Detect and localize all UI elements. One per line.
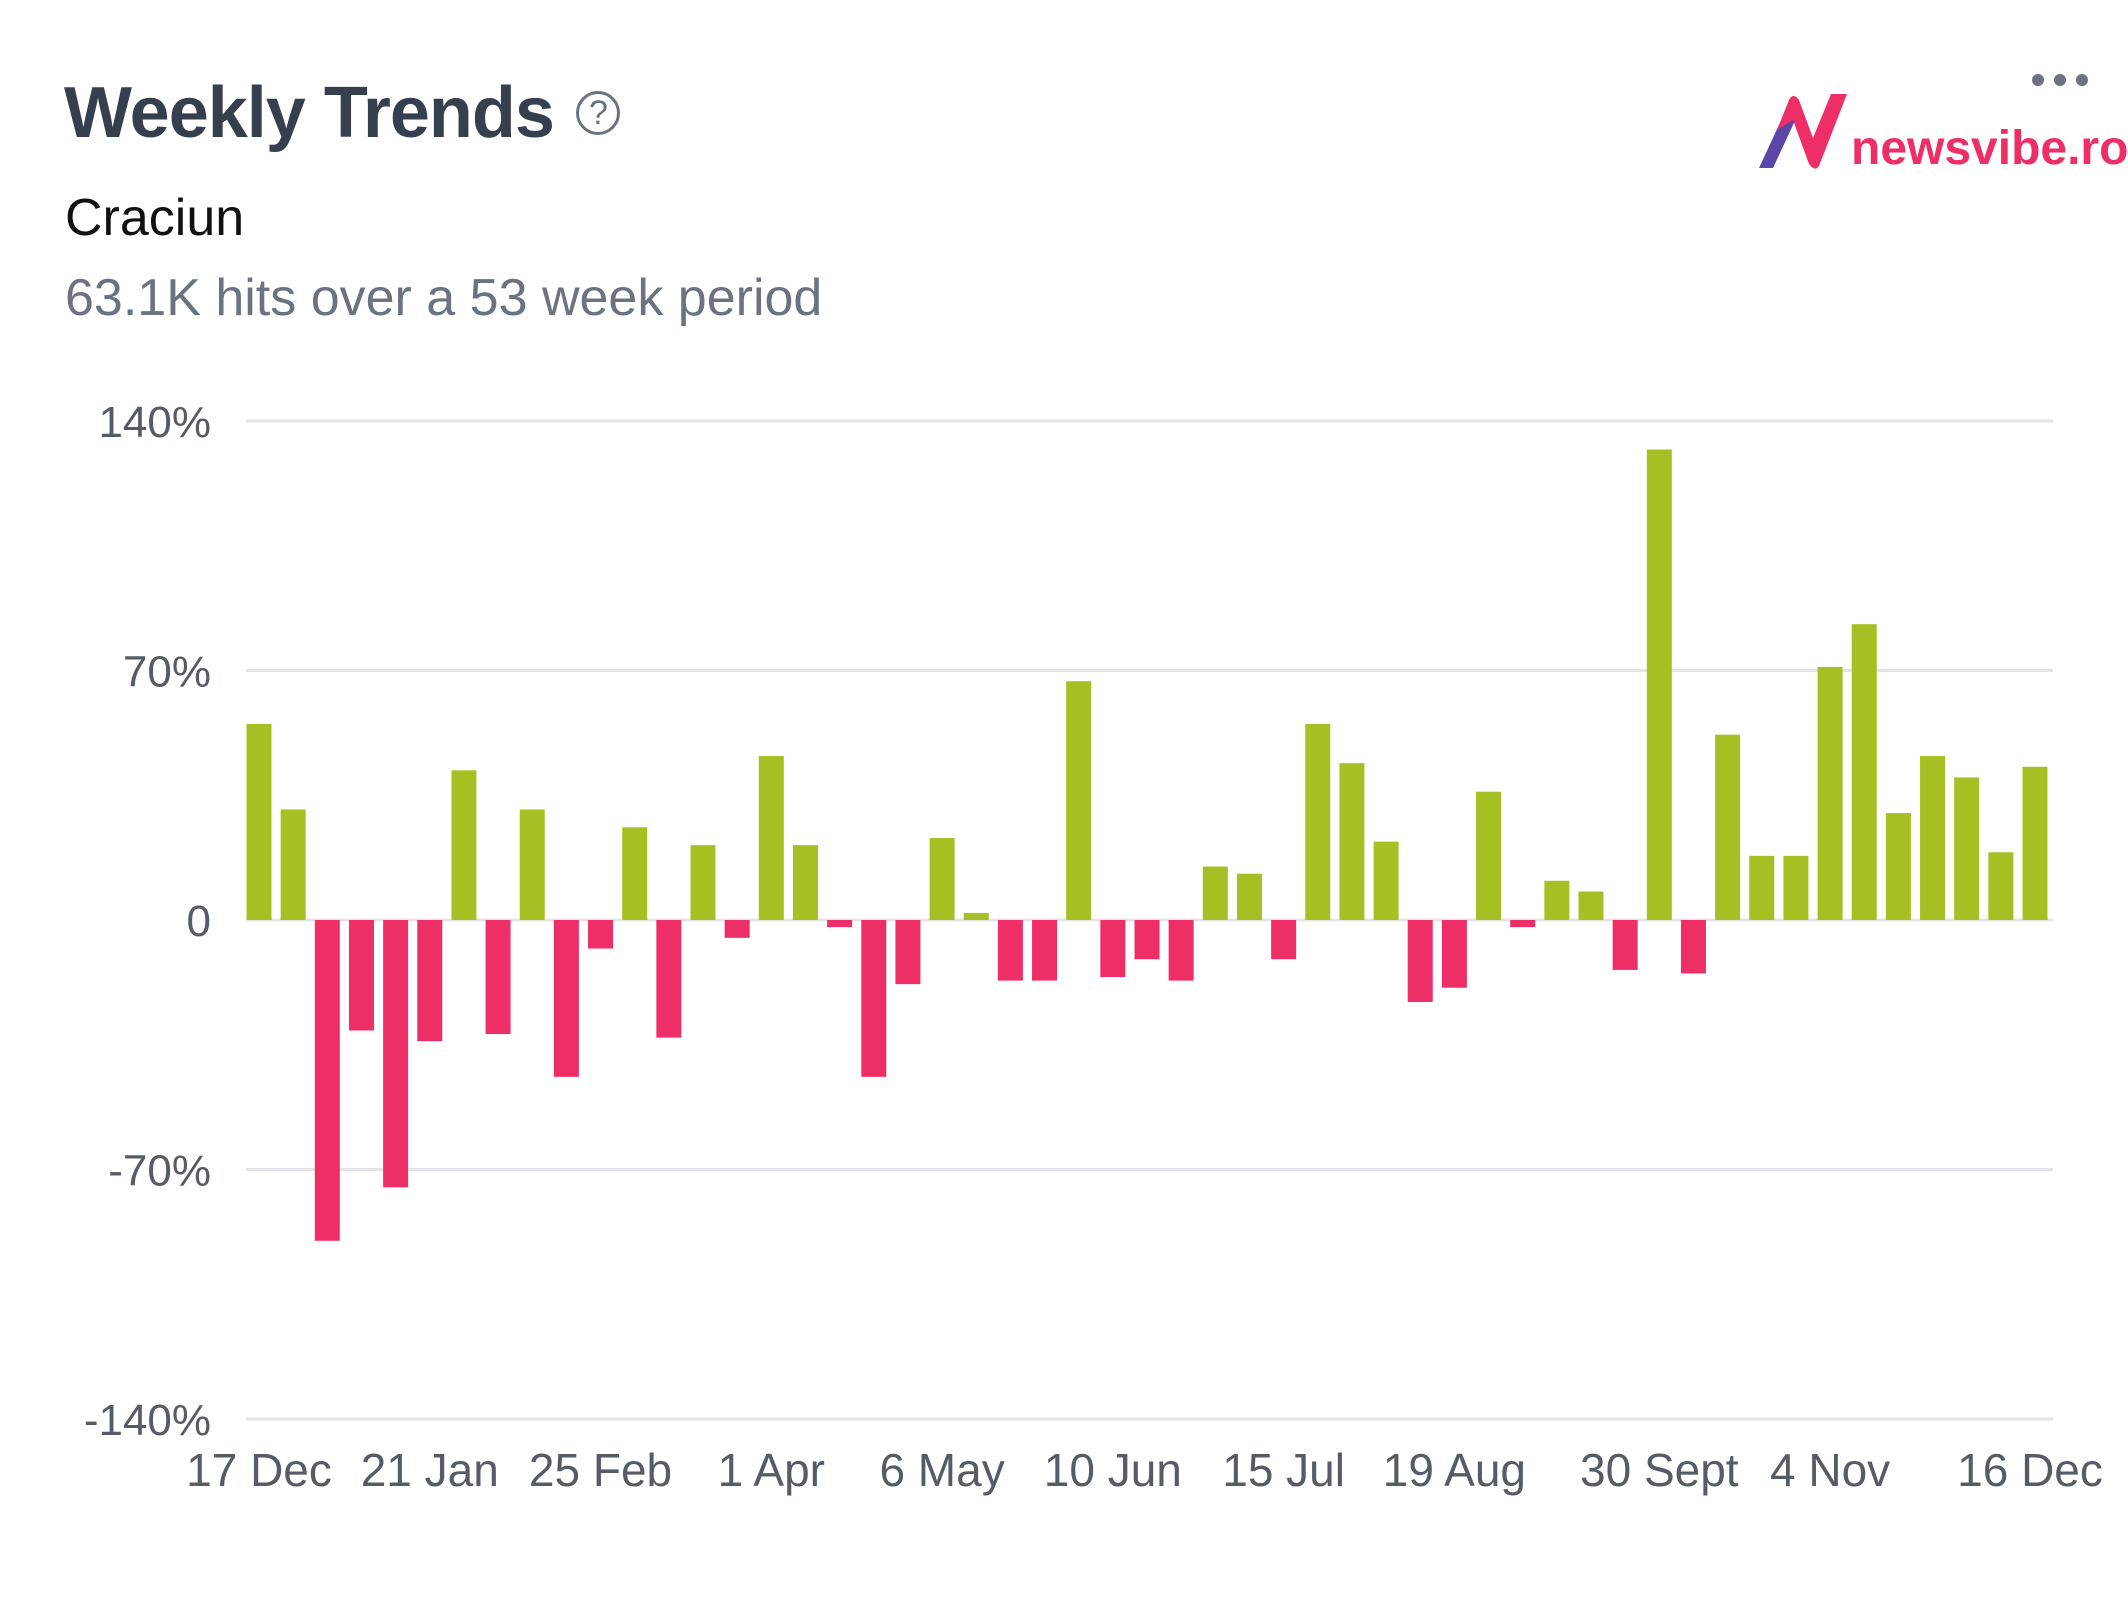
bar[interactable] bbox=[1476, 791, 1502, 920]
bar[interactable] bbox=[1100, 920, 1126, 978]
bar[interactable] bbox=[690, 845, 716, 920]
x-tick-label: 6 May bbox=[879, 1444, 1004, 1496]
bar[interactable] bbox=[1407, 920, 1433, 1002]
bar[interactable] bbox=[861, 920, 887, 1077]
title-text: Weekly Trends bbox=[64, 73, 555, 153]
bar[interactable] bbox=[1885, 813, 1911, 920]
bar[interactable] bbox=[280, 809, 306, 920]
bar[interactable] bbox=[1783, 855, 1809, 920]
x-tick-label: 1 Apr bbox=[718, 1444, 825, 1496]
x-tick-label: 17 Dec bbox=[186, 1444, 332, 1496]
bar[interactable] bbox=[1441, 920, 1467, 988]
bar[interactable] bbox=[553, 920, 579, 1077]
bar[interactable] bbox=[1954, 777, 1980, 920]
bar[interactable] bbox=[1236, 873, 1262, 920]
bar[interactable] bbox=[348, 920, 374, 1031]
bar[interactable] bbox=[1373, 841, 1399, 920]
bar[interactable] bbox=[622, 827, 648, 920]
logo-n-icon bbox=[1759, 94, 1847, 169]
y-tick-label: 0 bbox=[187, 897, 211, 946]
x-tick-label: 25 Feb bbox=[529, 1444, 672, 1496]
logo-text: newsvibe.ro bbox=[1851, 122, 2128, 175]
bar[interactable] bbox=[588, 920, 614, 949]
hits-summary: 63.1K hits over a 53 week period bbox=[65, 269, 823, 327]
bar[interactable] bbox=[997, 920, 1023, 981]
bar[interactable] bbox=[1339, 763, 1365, 920]
bar[interactable] bbox=[1305, 723, 1331, 920]
x-tick-label: 16 Dec bbox=[1957, 1444, 2103, 1496]
bar[interactable] bbox=[314, 920, 340, 1241]
bar[interactable] bbox=[1066, 681, 1092, 920]
bar[interactable] bbox=[827, 920, 853, 928]
bar[interactable] bbox=[1612, 920, 1638, 970]
bar[interactable] bbox=[1134, 920, 1160, 960]
x-tick-label: 10 Jun bbox=[1044, 1444, 1182, 1496]
bar[interactable] bbox=[1749, 855, 1775, 920]
newsvibe-logo: newsvibe.ro bbox=[1755, 90, 2128, 175]
bar[interactable] bbox=[417, 920, 443, 1042]
bar[interactable] bbox=[485, 920, 511, 1035]
more-horizontal-icon[interactable] bbox=[2026, 66, 2094, 94]
bar[interactable] bbox=[519, 809, 545, 920]
x-tick-label: 30 Sept bbox=[1580, 1444, 1739, 1496]
bar[interactable] bbox=[792, 845, 818, 920]
y-tick-label: 140% bbox=[98, 398, 211, 447]
bar[interactable] bbox=[656, 920, 682, 1038]
question-circle-icon[interactable]: ? bbox=[575, 91, 620, 135]
y-tick-label: 70% bbox=[123, 648, 211, 697]
y-tick-label: -140% bbox=[84, 1396, 211, 1445]
bar[interactable] bbox=[1988, 852, 2014, 920]
bar[interactable] bbox=[1851, 624, 1877, 920]
bar[interactable] bbox=[1578, 891, 1604, 920]
bar[interactable] bbox=[1202, 866, 1228, 920]
bar[interactable] bbox=[246, 723, 272, 920]
y-tick-label: -70% bbox=[108, 1147, 211, 1196]
bar[interactable] bbox=[1510, 920, 1536, 928]
bar[interactable] bbox=[1271, 920, 1297, 960]
bar[interactable] bbox=[1680, 920, 1706, 974]
bar[interactable] bbox=[2022, 766, 2048, 920]
x-tick-label: 15 Jul bbox=[1222, 1444, 1345, 1496]
search-term: Craciun bbox=[65, 189, 245, 247]
bar[interactable] bbox=[451, 770, 477, 920]
bar[interactable] bbox=[1168, 920, 1194, 981]
bar[interactable] bbox=[1920, 756, 1946, 920]
x-tick-label: 19 Aug bbox=[1383, 1444, 1526, 1496]
bar[interactable] bbox=[1032, 920, 1058, 981]
card-title: Weekly Trends ? bbox=[64, 72, 620, 154]
bar[interactable] bbox=[758, 756, 784, 920]
bar[interactable] bbox=[1817, 666, 1843, 920]
bar[interactable] bbox=[383, 920, 409, 1188]
bar[interactable] bbox=[963, 912, 989, 920]
bar[interactable] bbox=[895, 920, 921, 985]
bar[interactable] bbox=[724, 920, 750, 938]
bar[interactable] bbox=[929, 838, 955, 920]
bar[interactable] bbox=[1715, 734, 1741, 920]
bar[interactable] bbox=[1646, 449, 1672, 920]
x-tick-label: 21 Jan bbox=[361, 1444, 499, 1496]
x-tick-label: 4 Nov bbox=[1770, 1444, 1890, 1496]
bar[interactable] bbox=[1544, 880, 1570, 920]
